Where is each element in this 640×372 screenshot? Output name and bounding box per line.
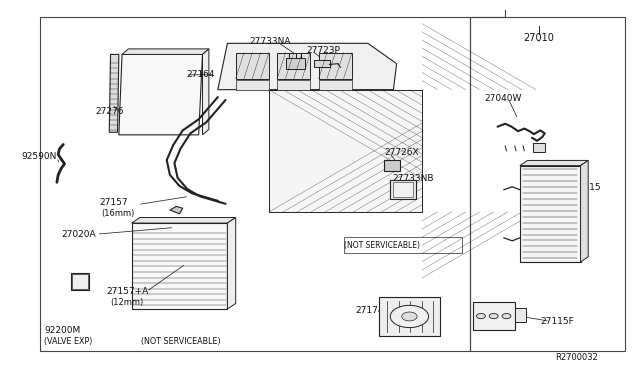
Bar <box>286 58 305 69</box>
Bar <box>319 80 352 90</box>
Bar <box>520 166 580 262</box>
Polygon shape <box>170 206 182 214</box>
Text: 27733NA: 27733NA <box>250 37 291 46</box>
Circle shape <box>402 312 417 321</box>
Text: R2700032: R2700032 <box>555 353 598 362</box>
Polygon shape <box>580 160 588 262</box>
Polygon shape <box>202 49 209 135</box>
Bar <box>236 80 269 90</box>
Text: 271740: 271740 <box>355 306 389 315</box>
Text: 27276: 27276 <box>95 108 124 116</box>
Polygon shape <box>218 43 397 90</box>
Text: 27723P: 27723P <box>306 46 340 55</box>
Bar <box>390 180 416 199</box>
Text: 27733NB: 27733NB <box>392 174 434 183</box>
Text: (12mm): (12mm) <box>111 298 144 307</box>
Bar <box>379 297 440 336</box>
Bar <box>515 308 526 323</box>
Bar <box>236 52 269 78</box>
Bar <box>269 90 422 212</box>
Text: 27010: 27010 <box>523 33 554 43</box>
Circle shape <box>489 314 498 319</box>
Bar <box>71 273 89 290</box>
Circle shape <box>476 314 485 319</box>
Bar <box>533 142 545 152</box>
Bar <box>314 60 330 67</box>
Bar <box>277 80 310 90</box>
Text: 27726X: 27726X <box>384 148 419 157</box>
Bar <box>384 160 400 171</box>
Text: 27115: 27115 <box>572 183 601 192</box>
Text: 27164: 27164 <box>186 70 214 79</box>
Polygon shape <box>520 160 588 166</box>
Text: 27040W: 27040W <box>484 94 522 103</box>
Bar <box>344 237 463 253</box>
Text: 27157: 27157 <box>100 198 128 207</box>
Text: 27020A: 27020A <box>61 230 96 239</box>
Text: 92590N: 92590N <box>21 152 56 161</box>
Polygon shape <box>119 54 202 135</box>
Polygon shape <box>132 218 236 223</box>
Circle shape <box>502 314 511 319</box>
Bar <box>473 302 515 330</box>
Bar <box>393 182 413 197</box>
Polygon shape <box>122 49 209 54</box>
Text: (16mm): (16mm) <box>102 209 135 218</box>
Polygon shape <box>132 223 227 309</box>
Text: (VALVE EXP): (VALVE EXP) <box>44 337 93 346</box>
Text: (NOT SERVICEABLE): (NOT SERVICEABLE) <box>141 337 221 346</box>
Text: 27157+A: 27157+A <box>106 287 148 296</box>
Bar <box>277 52 310 78</box>
Polygon shape <box>227 218 236 309</box>
Circle shape <box>390 305 429 328</box>
Bar <box>72 274 88 289</box>
Text: 92200M: 92200M <box>44 326 81 335</box>
Text: (NOT SERVICEABLE): (NOT SERVICEABLE) <box>344 241 420 250</box>
Polygon shape <box>109 54 119 132</box>
Bar <box>319 52 352 78</box>
Text: 27115F: 27115F <box>540 317 574 326</box>
Bar <box>470 17 625 351</box>
Bar <box>40 17 470 351</box>
